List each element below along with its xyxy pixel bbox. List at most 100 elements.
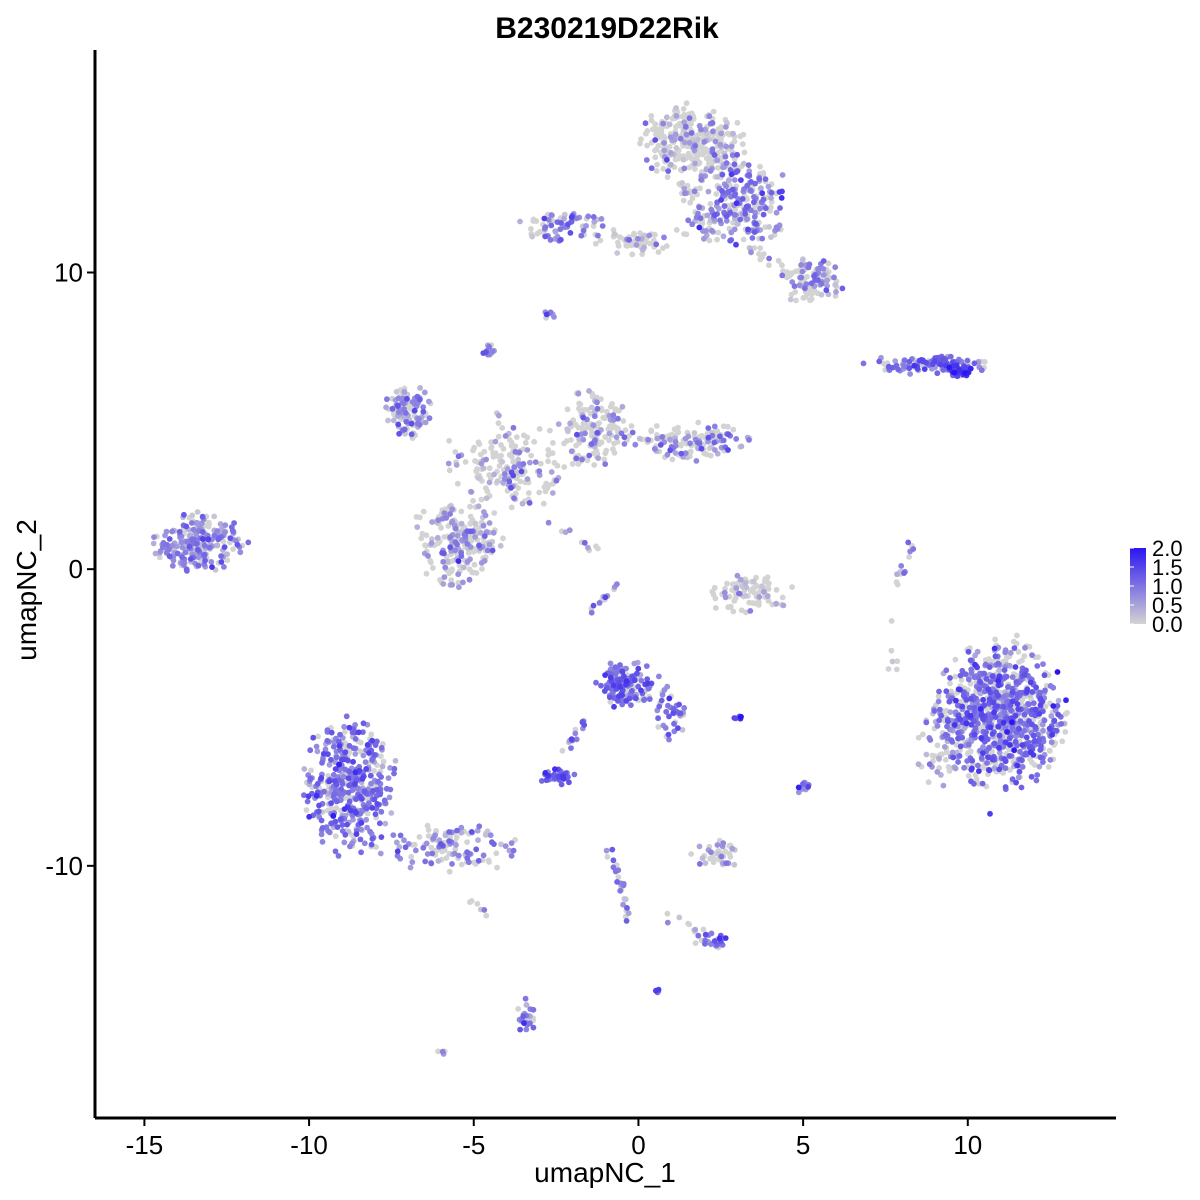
cell-point (967, 365, 974, 372)
cell-point (957, 672, 964, 679)
cell-point (473, 846, 480, 853)
cell-point (588, 609, 595, 616)
cell-point (489, 348, 496, 354)
cell-point (420, 844, 427, 851)
cell-point (390, 417, 397, 424)
cell-point (454, 827, 460, 834)
cell-point (708, 849, 714, 856)
cell-point (806, 261, 813, 268)
cell-point (1002, 649, 1009, 656)
cell-point (610, 857, 617, 864)
cell-point (974, 648, 981, 655)
cell-point (688, 121, 694, 127)
cell-point (369, 835, 376, 842)
cell-point (597, 237, 604, 244)
cell-point (166, 553, 173, 560)
cell-point (952, 656, 959, 663)
cell-point (666, 695, 673, 702)
cell-point (344, 821, 350, 828)
cell-point (332, 848, 339, 855)
cell-point (712, 447, 718, 453)
cell-point (399, 395, 406, 402)
cell-point (527, 1020, 533, 1027)
cell-point (644, 680, 651, 687)
cell-point (636, 435, 643, 442)
cell-point (598, 439, 605, 446)
cell-point (658, 697, 665, 704)
cell-point (907, 371, 913, 377)
cell-point (631, 232, 637, 239)
cell-point (971, 704, 978, 711)
cell-point (744, 216, 750, 223)
cell-point (1015, 706, 1022, 712)
cell-point (1017, 748, 1023, 755)
cell-point (575, 424, 582, 431)
cell-point (967, 712, 974, 719)
cell-point (500, 445, 507, 452)
cell-point (464, 541, 471, 547)
cell-point (936, 717, 942, 724)
cell-point (466, 576, 473, 583)
cell-point (341, 839, 348, 846)
cell-point (330, 771, 337, 778)
cell-point (820, 266, 827, 272)
cell-point (458, 508, 465, 515)
cell-point (383, 785, 390, 792)
cell-point (646, 696, 653, 702)
cell-point (729, 186, 736, 193)
cell-point (513, 434, 520, 440)
cell-point (358, 820, 365, 826)
cell-point (453, 834, 460, 841)
cell-point (602, 434, 609, 440)
cell-point (1018, 784, 1025, 791)
cell-point (332, 833, 339, 840)
cell-point (151, 534, 157, 540)
cell-point (400, 400, 407, 407)
cell-point (187, 556, 194, 562)
cell-point (592, 437, 598, 444)
cell-point (734, 168, 741, 174)
cell-point (723, 124, 729, 130)
cell-point (221, 564, 227, 570)
cell-point (958, 677, 965, 683)
cell-point (936, 688, 942, 695)
cell-point (1007, 767, 1013, 773)
cell-point (661, 140, 667, 146)
y-tick-label: 0 (69, 554, 83, 584)
cell-point (938, 712, 945, 719)
cell-point (341, 723, 347, 730)
cell-point (1033, 684, 1039, 691)
cell-point (989, 756, 996, 763)
cell-point (611, 440, 617, 447)
cell-point (740, 236, 747, 243)
cell-point (729, 581, 736, 588)
cell-point (319, 838, 326, 845)
cell-point (532, 459, 539, 465)
cell-point (626, 433, 632, 439)
cell-point (981, 702, 988, 709)
x-tick-label: 5 (796, 1130, 810, 1160)
cell-point (725, 447, 731, 453)
cell-point (778, 195, 785, 201)
cell-point (1016, 768, 1023, 775)
cell-point (647, 240, 653, 247)
cell-point (946, 698, 953, 705)
cell-point (517, 478, 524, 485)
cell-point (378, 834, 385, 840)
cell-point (610, 682, 617, 689)
cell-point (995, 677, 1002, 684)
cell-point (388, 810, 395, 816)
cell-point (332, 818, 339, 825)
cell-point (978, 735, 985, 741)
cell-point (1014, 762, 1021, 769)
cell-point (748, 179, 754, 185)
cell-point (643, 663, 650, 669)
cell-point (182, 549, 189, 556)
cell-point (1007, 649, 1014, 656)
cell-point (762, 576, 769, 582)
cell-point (710, 591, 717, 598)
cell-point (397, 832, 404, 839)
cell-point (759, 254, 765, 260)
cell-point (779, 272, 786, 279)
cell-point (723, 119, 730, 126)
